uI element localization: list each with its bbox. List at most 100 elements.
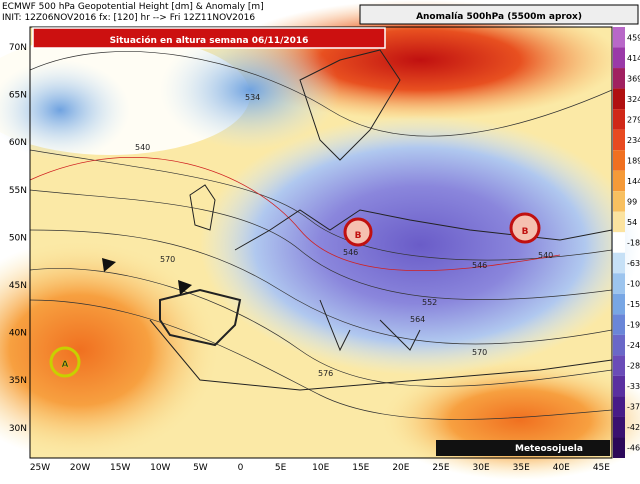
credit-bar	[436, 440, 610, 456]
title-box	[359, 4, 639, 25]
colorbar-cell	[613, 355, 625, 376]
colorbar-label: -468	[627, 444, 640, 453]
lon-label: 25E	[432, 463, 449, 473]
lat-label: 60N	[9, 138, 27, 148]
map-frame	[29, 26, 613, 459]
colorbar-cell	[613, 396, 625, 417]
banner-box	[32, 27, 386, 49]
colorbar-cell	[613, 437, 625, 458]
colorbar-cell	[613, 314, 625, 335]
lon-label: 45E	[593, 463, 610, 473]
colorbar-cell	[613, 129, 625, 151]
colorbar-label: 459	[627, 33, 640, 42]
lat-label: 50N	[9, 233, 27, 243]
lon-label: 0	[238, 463, 244, 473]
contour-label: 534	[245, 93, 260, 102]
contour-label: 540	[135, 143, 150, 152]
contour-label: 576	[318, 369, 333, 378]
colorbar-label: -153	[627, 300, 640, 309]
contour-labels: 534 540 570 546 546 552 564 570 576 540	[135, 93, 553, 378]
colorbar-cell	[613, 27, 625, 48]
colorbar-cell	[613, 47, 625, 69]
colorbar-label: -423	[627, 423, 640, 432]
system-label: A	[62, 360, 69, 370]
colorbar-label: 414	[627, 54, 640, 63]
colorbar-label: 54	[627, 218, 637, 227]
header-line: INIT: 12Z06NOV2016 fx: [120] hr --> Fri …	[2, 13, 255, 23]
contour-label: 546	[472, 261, 487, 270]
contour-label: 546	[343, 248, 358, 257]
lat-label: 45N	[9, 281, 27, 291]
colorbar-cell	[613, 416, 625, 438]
colorbar-cell	[613, 375, 625, 397]
contours	[29, 51, 613, 420]
lon-label: 40E	[553, 463, 570, 473]
contour-label: 540	[538, 251, 553, 260]
colorbar-label: -108	[627, 280, 640, 289]
banner: Situación en altura semana 06/11/2016	[110, 35, 309, 46]
lon-label: 15E	[352, 463, 369, 473]
lon-label: 15W	[110, 463, 130, 473]
contour-540	[29, 157, 561, 272]
lon-label: 20W	[70, 463, 90, 473]
colorbar-label: -18	[627, 239, 640, 248]
colorbar-label: 369	[627, 74, 640, 83]
anomaly-high	[0, 240, 220, 460]
lon-label: 25W	[30, 463, 50, 473]
contour-label: 564	[410, 315, 425, 324]
colorbar-cell	[613, 109, 625, 130]
colorbar: 459 414 369 324 279 234 189 144 99 54 -18 -63 -108 -1…	[613, 27, 640, 458]
credit: Meteosojuela	[515, 444, 583, 454]
contour-label: 570	[472, 348, 487, 357]
colorbar-label: -243	[627, 341, 640, 350]
lat-label: 55N	[9, 186, 27, 196]
anomaly-low	[0, 60, 130, 160]
colorbar-label: 324	[627, 95, 640, 104]
lon-label: 35E	[513, 463, 530, 473]
lat-label: 35N	[9, 376, 27, 386]
lat-label: 65N	[9, 91, 27, 101]
colorbar-label: -333	[627, 382, 640, 391]
colorbar-cell	[613, 232, 625, 253]
colorbar-cell	[613, 252, 625, 274]
contour-label: 570	[160, 255, 175, 264]
colorbar-cell	[613, 170, 625, 192]
lon-label: 5W	[193, 463, 208, 473]
system-label: B	[355, 231, 362, 241]
lat-label: 70N	[9, 43, 27, 53]
colorbar-cell	[613, 150, 625, 171]
colorbar-label: -63	[627, 259, 640, 268]
colorbar-cell	[613, 293, 625, 315]
lon-label: 20E	[392, 463, 409, 473]
systems: A B B	[49, 212, 541, 378]
lon-labels: 25W 20W 15W 10W 5W 0 5E 10E 15E 20E 25E 30E 35E 40E 45…	[30, 463, 610, 473]
colorbar-label: 144	[627, 177, 640, 186]
colorbar-cell	[613, 334, 625, 356]
colorbar-cell	[613, 191, 625, 212]
header-line: ECMWF 500 hPa Geopotential Height [dm] &…	[2, 2, 264, 12]
lat-label: 30N	[9, 424, 27, 434]
anomaly-low	[200, 115, 640, 375]
colorbar-label: -288	[627, 362, 640, 371]
lat-label: 40N	[9, 329, 27, 339]
colorbar-label: 99	[627, 197, 637, 206]
colorbar-label: 234	[627, 136, 640, 145]
high-symbol	[49, 346, 81, 378]
colorbar-cell	[613, 68, 625, 89]
colorbar-label: 189	[627, 156, 640, 165]
colorbar-label: -198	[627, 321, 640, 330]
colorbar-cell	[613, 273, 625, 294]
arrows	[102, 258, 192, 295]
lon-label: 30E	[473, 463, 490, 473]
lon-label: 10E	[312, 463, 329, 473]
lon-label: 10W	[150, 463, 170, 473]
colorbar-cell	[613, 88, 625, 110]
contour-label: 552	[422, 298, 437, 307]
colorbar-label: -378	[627, 403, 640, 412]
lat-labels: 70N 65N 60N 55N 50N 45N 40N 35N 30N	[9, 43, 27, 434]
colorbar-cell	[613, 211, 625, 233]
lon-label: 5E	[275, 463, 287, 473]
title: Anomalía 500hPa (5500m aprox)	[416, 12, 582, 22]
